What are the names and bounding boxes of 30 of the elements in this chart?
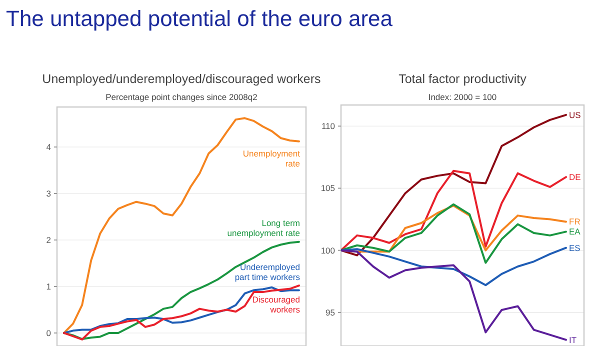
line-series	[341, 246, 567, 286]
series-label: ES	[569, 242, 581, 253]
series-label: DE	[569, 172, 582, 182]
y-tick-label: 4	[46, 142, 52, 152]
series-label: FR	[569, 216, 580, 227]
series-label: Discouraged workers	[252, 294, 300, 315]
line-series	[341, 249, 567, 341]
y-tick-label: 1	[46, 281, 52, 292]
y-tick-label: 105	[320, 183, 336, 194]
series-label: Underemployed part time workers	[234, 262, 300, 282]
series-label: IT	[569, 334, 577, 345]
series-label: Unemployment rate	[242, 148, 301, 168]
line-series	[341, 114, 567, 256]
line-series	[341, 170, 567, 252]
y-tick-label: 0	[46, 328, 52, 338]
chart-title: Unemployed/underemployed/discouraged workers	[42, 72, 321, 86]
y-tick-label: 2	[46, 234, 52, 245]
series-label: EA	[569, 226, 581, 237]
y-tick-label: 95	[326, 307, 336, 318]
line-series	[341, 203, 567, 264]
series-label: Long term unemployment rate	[227, 218, 300, 238]
text: The untapped potential of the euro area	[6, 6, 394, 31]
chart-subtitle: Percentage point changes since 2008q2	[106, 92, 258, 102]
line-series	[63, 117, 300, 334]
y-tick-label: 3	[46, 188, 52, 198]
y-tick-label: 100	[320, 245, 336, 256]
series-label: US	[569, 110, 582, 120]
y-tick-label: 110	[321, 121, 336, 132]
chart-title: Total factor productivity	[398, 72, 528, 86]
chart-subtitle: Index: 2000 = 100	[428, 92, 497, 102]
